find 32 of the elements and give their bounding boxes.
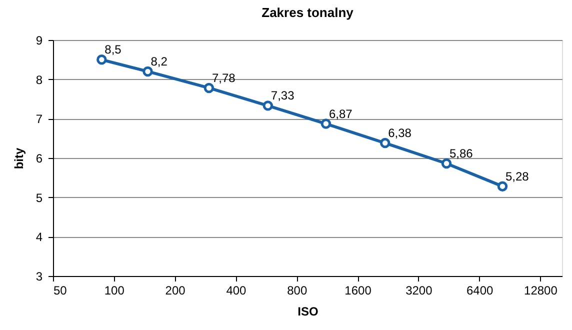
data-label: 8,5: [104, 42, 122, 57]
x-tick-label: 800: [287, 284, 308, 298]
x-tick-label: 400: [226, 284, 247, 298]
point: [320, 118, 332, 129]
data-label: 7,33: [270, 88, 295, 103]
y-axis-title: bity: [12, 148, 26, 170]
x-tick-label: 50: [54, 284, 68, 298]
data-label: 5,86: [450, 146, 474, 161]
data-label: 7,78: [212, 70, 236, 85]
y-tick-label: 5: [36, 190, 43, 205]
x-tick-label: 6400: [466, 284, 494, 298]
y-tick-label: 7: [36, 112, 43, 126]
x-tick-label: 200: [165, 284, 186, 298]
x-axis-title: ISO: [298, 304, 318, 318]
x-tick-label: 100: [104, 284, 125, 298]
chart-title: Zakres tonalny: [262, 5, 354, 20]
y-tick-label: 6: [36, 152, 43, 166]
data-label: 8,2: [150, 54, 168, 68]
x-tick-label: 1600: [344, 284, 372, 298]
point: [497, 181, 508, 192]
point: [204, 82, 214, 94]
point: [380, 138, 390, 148]
x-tick-label: 12800: [524, 284, 558, 298]
data-label: 6,38: [388, 126, 412, 140]
y-tick-label: 3: [36, 270, 43, 284]
y-tick-label: 4: [36, 230, 43, 244]
point: [262, 100, 274, 111]
y-tick-label: 8: [36, 72, 43, 87]
data-label: 6,87: [328, 106, 353, 121]
x-tick-label: 3200: [406, 284, 433, 298]
y-tick-label: 9: [36, 34, 43, 48]
data-label: 5,28: [505, 169, 530, 184]
